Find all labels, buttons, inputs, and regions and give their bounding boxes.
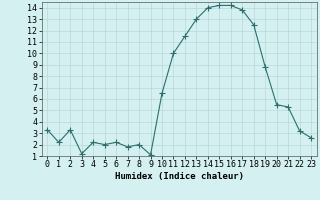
X-axis label: Humidex (Indice chaleur): Humidex (Indice chaleur) bbox=[115, 172, 244, 181]
